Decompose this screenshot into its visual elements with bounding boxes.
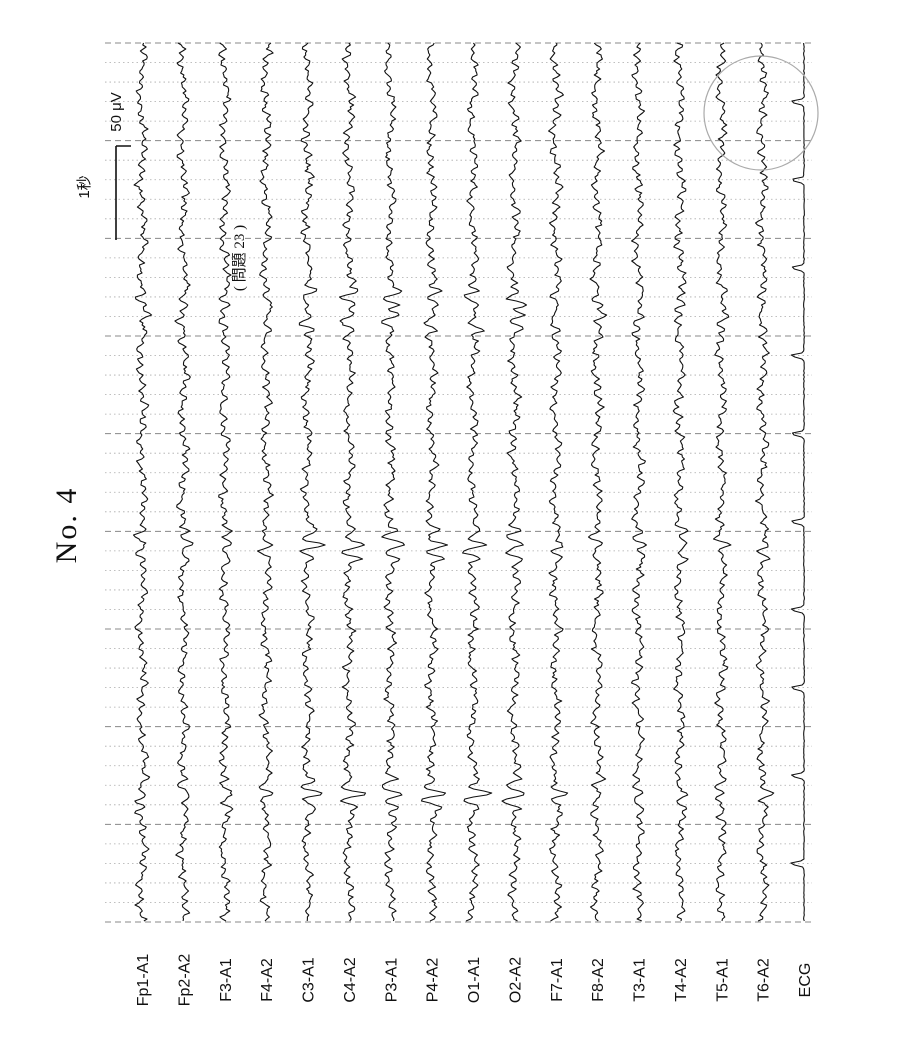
trace-fp1-a1: [132, 42, 153, 922]
channel-label-t5-a1: T5-A1: [714, 958, 731, 1002]
channel-label-p4-a2: P4-A2: [425, 958, 442, 1003]
channel-label-fp2-a2: Fp2-A2: [176, 954, 193, 1007]
trace-p4-a2: [420, 42, 449, 922]
channel-label-o1-a1: O1-A1: [466, 957, 483, 1003]
trace-p3-a1: [381, 42, 405, 922]
channel-labels: Fp1-A1 Fp2-A2 F3-A1 F4-A2 C3-A1 C4-A2 P3-A1 P4-…: [135, 954, 814, 1007]
trace-f3-a1: [218, 42, 234, 922]
channel-label-c3-a1: C3-A1: [301, 957, 318, 1002]
scale-bar-lines: [115, 145, 131, 240]
channel-label-f4-a2: F4-A2: [259, 958, 276, 1002]
trace-t5-a1: [712, 42, 732, 922]
trace-t6-a2: [754, 42, 775, 922]
channel-label-t3-a1: T3-A1: [632, 958, 649, 1002]
channel-label-o2-a2: O2-A2: [507, 957, 524, 1003]
trace-c4-a2: [338, 42, 367, 922]
channel-label-p3-a1: P3-A1: [383, 958, 400, 1003]
channel-label-f3-a1: F3-A1: [218, 958, 235, 1002]
trace-f7-a1: [548, 42, 569, 922]
eeg-traces: [132, 42, 805, 922]
channel-label-t4-a2: T4-A2: [673, 958, 690, 1002]
channel-label-t6-a2: T6-A2: [756, 958, 773, 1002]
trace-ecg: [790, 42, 805, 922]
trace-t4-a2: [672, 42, 689, 922]
trace-o1-a1: [462, 42, 493, 922]
channel-label-ecg: ECG: [797, 963, 814, 998]
trace-c3-a1: [298, 42, 326, 922]
channel-label-f7-a1: F7-A1: [549, 958, 566, 1002]
channel-label-f8-a2: F8-A2: [590, 958, 607, 1002]
highlight-circle: [703, 55, 819, 171]
trace-fp2-a2: [174, 42, 194, 922]
trace-t3-a1: [630, 42, 647, 922]
trace-f4-a2: [256, 42, 274, 922]
scale-bar: [115, 145, 131, 240]
channel-label-fp1-a1: Fp1-A1: [135, 954, 152, 1007]
time-grid: [105, 42, 812, 923]
channel-label-c4-a2: C4-A2: [342, 957, 359, 1002]
annotation-circle: [703, 55, 819, 171]
trace-f8-a2: [587, 42, 608, 922]
trace-o2-a2: [501, 42, 528, 922]
